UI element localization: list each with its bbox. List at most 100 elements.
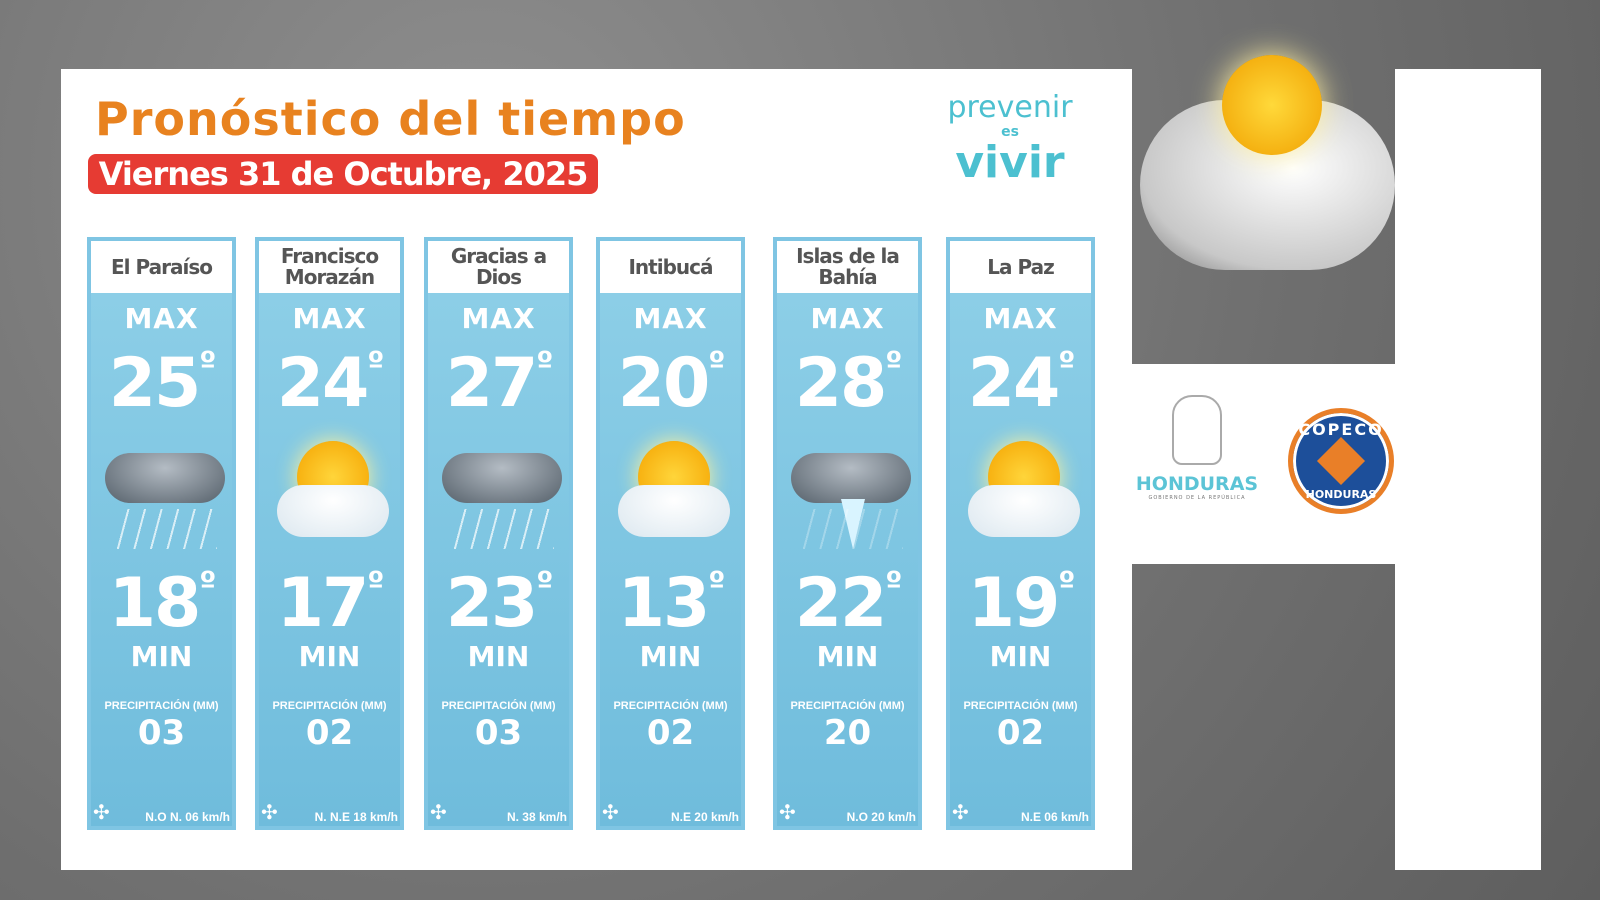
precip-label: PRECIPITACIÓN (MM) — [790, 700, 905, 712]
max-temp: 24º — [950, 349, 1091, 419]
precip-label: PRECIPITACIÓN (MM) — [963, 700, 1078, 712]
degree-symbol: º — [367, 566, 384, 601]
copeco-label: COPECO — [1298, 420, 1384, 439]
max-label: MAX — [124, 302, 199, 335]
wind-value: N.O 20 km/h — [846, 810, 916, 824]
wind-info: ✣ N.E 06 km/h — [952, 802, 1089, 824]
forecast-card: Francisco Morazán MAX 24º 17º MIN PRECIP… — [255, 237, 404, 830]
degree-symbol: º — [1058, 566, 1075, 601]
degree-symbol: º — [885, 566, 902, 601]
wind-info: ✣ N. N.E 18 km/h — [261, 802, 398, 824]
max-value: 28 — [794, 344, 888, 423]
department-name: Islas de la Bahía — [777, 241, 918, 293]
min-temp: 17º — [259, 569, 400, 639]
coat-of-arms-icon — [1172, 395, 1222, 465]
honduras-sublabel: GOBIERNO DE LA REPÚBLICA — [1148, 495, 1246, 501]
max-temp: 20º — [600, 349, 741, 419]
wind-info: ✣ N.E 20 km/h — [602, 802, 739, 824]
precip-value: 20 — [823, 713, 872, 753]
copeco-logo: COPECO HONDURAS — [1288, 408, 1394, 514]
precip-label: PRECIPITACIÓN (MM) — [613, 700, 728, 712]
degree-symbol: º — [1058, 346, 1075, 381]
page-title: Pronóstico del tiempo — [95, 92, 686, 146]
wind-info: ✣ N.O 20 km/h — [779, 802, 916, 824]
slogan-line: vivir — [955, 137, 1065, 188]
max-label: MAX — [983, 302, 1058, 335]
max-temp: 28º — [777, 349, 918, 419]
max-label: MAX — [292, 302, 367, 335]
wind-info: ✣ N. 38 km/h — [430, 802, 567, 824]
precip-label: PRECIPITACIÓN (MM) — [441, 700, 556, 712]
wind-value: N. 38 km/h — [506, 810, 567, 824]
forecast-card: El Paraíso MAX 25º 18º MIN PRECIPITACIÓN… — [87, 237, 236, 830]
max-temp: 27º — [428, 349, 569, 419]
min-value: 13 — [617, 564, 711, 643]
honduras-label: HONDURAS — [1135, 473, 1259, 495]
slogan-line: prevenir — [947, 90, 1073, 125]
degree-symbol: º — [199, 566, 216, 601]
thunderstorm-icon — [777, 433, 918, 563]
degree-symbol: º — [536, 566, 553, 601]
max-value: 27 — [445, 344, 539, 423]
max-label: MAX — [810, 302, 885, 335]
degree-symbol: º — [199, 346, 216, 381]
wind-info: ✣ N.O N. 06 km/h — [93, 802, 230, 824]
max-label: MAX — [461, 302, 536, 335]
min-label: MIN — [130, 640, 193, 673]
department-name: El Paraíso — [91, 241, 232, 293]
min-temp: 13º — [600, 569, 741, 639]
degree-symbol: º — [536, 346, 553, 381]
min-value: 23 — [445, 564, 539, 643]
min-temp: 19º — [950, 569, 1091, 639]
min-temp: 22º — [777, 569, 918, 639]
min-label: MIN — [298, 640, 361, 673]
honduras-government-logo: HONDURAS GOBIERNO DE LA REPÚBLICA — [1132, 395, 1262, 502]
min-label: MIN — [816, 640, 879, 673]
precip-value: 02 — [646, 713, 695, 753]
max-label: MAX — [633, 302, 708, 335]
precip-label: PRECIPITACIÓN (MM) — [272, 700, 387, 712]
diamond-icon — [1316, 436, 1366, 486]
min-value: 22 — [794, 564, 888, 643]
wind-value: N.E 20 km/h — [670, 810, 739, 824]
rain-cloud-icon — [428, 433, 569, 563]
copeco-sublabel: HONDURAS — [1305, 488, 1377, 501]
wind-icon: ✣ — [261, 802, 278, 824]
precip-value: 02 — [996, 713, 1045, 753]
rain-cloud-icon — [91, 433, 232, 563]
min-temp: 18º — [91, 569, 232, 639]
partly-cloudy-icon — [600, 433, 741, 563]
min-temp: 23º — [428, 569, 569, 639]
degree-symbol: º — [708, 566, 725, 601]
wind-value: N. N.E 18 km/h — [314, 810, 398, 824]
sun-icon — [1222, 55, 1322, 155]
min-label: MIN — [989, 640, 1052, 673]
max-temp: 25º — [91, 349, 232, 419]
slogan-logo: prevenir es vivir — [930, 92, 1090, 186]
partly-cloudy-icon — [259, 433, 400, 563]
forecast-card: Islas de la Bahía MAX 28º 22º MIN PRECIP… — [773, 237, 922, 830]
forecast-date: Viernes 31 de Octubre, 2025 — [88, 154, 598, 194]
precip-label: PRECIPITACIÓN (MM) — [104, 700, 219, 712]
department-name: La Paz — [950, 241, 1091, 293]
max-value: 24 — [967, 344, 1061, 423]
department-name: Gracias a Dios — [428, 241, 569, 293]
precip-value: 03 — [474, 713, 523, 753]
wind-icon: ✣ — [952, 802, 969, 824]
department-name: Intibucá — [600, 241, 741, 293]
wind-value: N.E 06 km/h — [1020, 810, 1089, 824]
department-name: Francisco Morazán — [259, 241, 400, 293]
forecast-card: La Paz MAX 24º 19º MIN PRECIPITACIÓN (MM… — [946, 237, 1095, 830]
max-value: 24 — [276, 344, 370, 423]
min-value: 17 — [276, 564, 370, 643]
max-value: 25 — [108, 344, 202, 423]
min-label: MIN — [639, 640, 702, 673]
wind-icon: ✣ — [430, 802, 447, 824]
min-value: 19 — [967, 564, 1061, 643]
precip-value: 03 — [137, 713, 186, 753]
slogan-line: es — [1001, 124, 1019, 140]
max-value: 20 — [617, 344, 711, 423]
right-white-column — [1395, 69, 1541, 870]
degree-symbol: º — [367, 346, 384, 381]
max-temp: 24º — [259, 349, 400, 419]
